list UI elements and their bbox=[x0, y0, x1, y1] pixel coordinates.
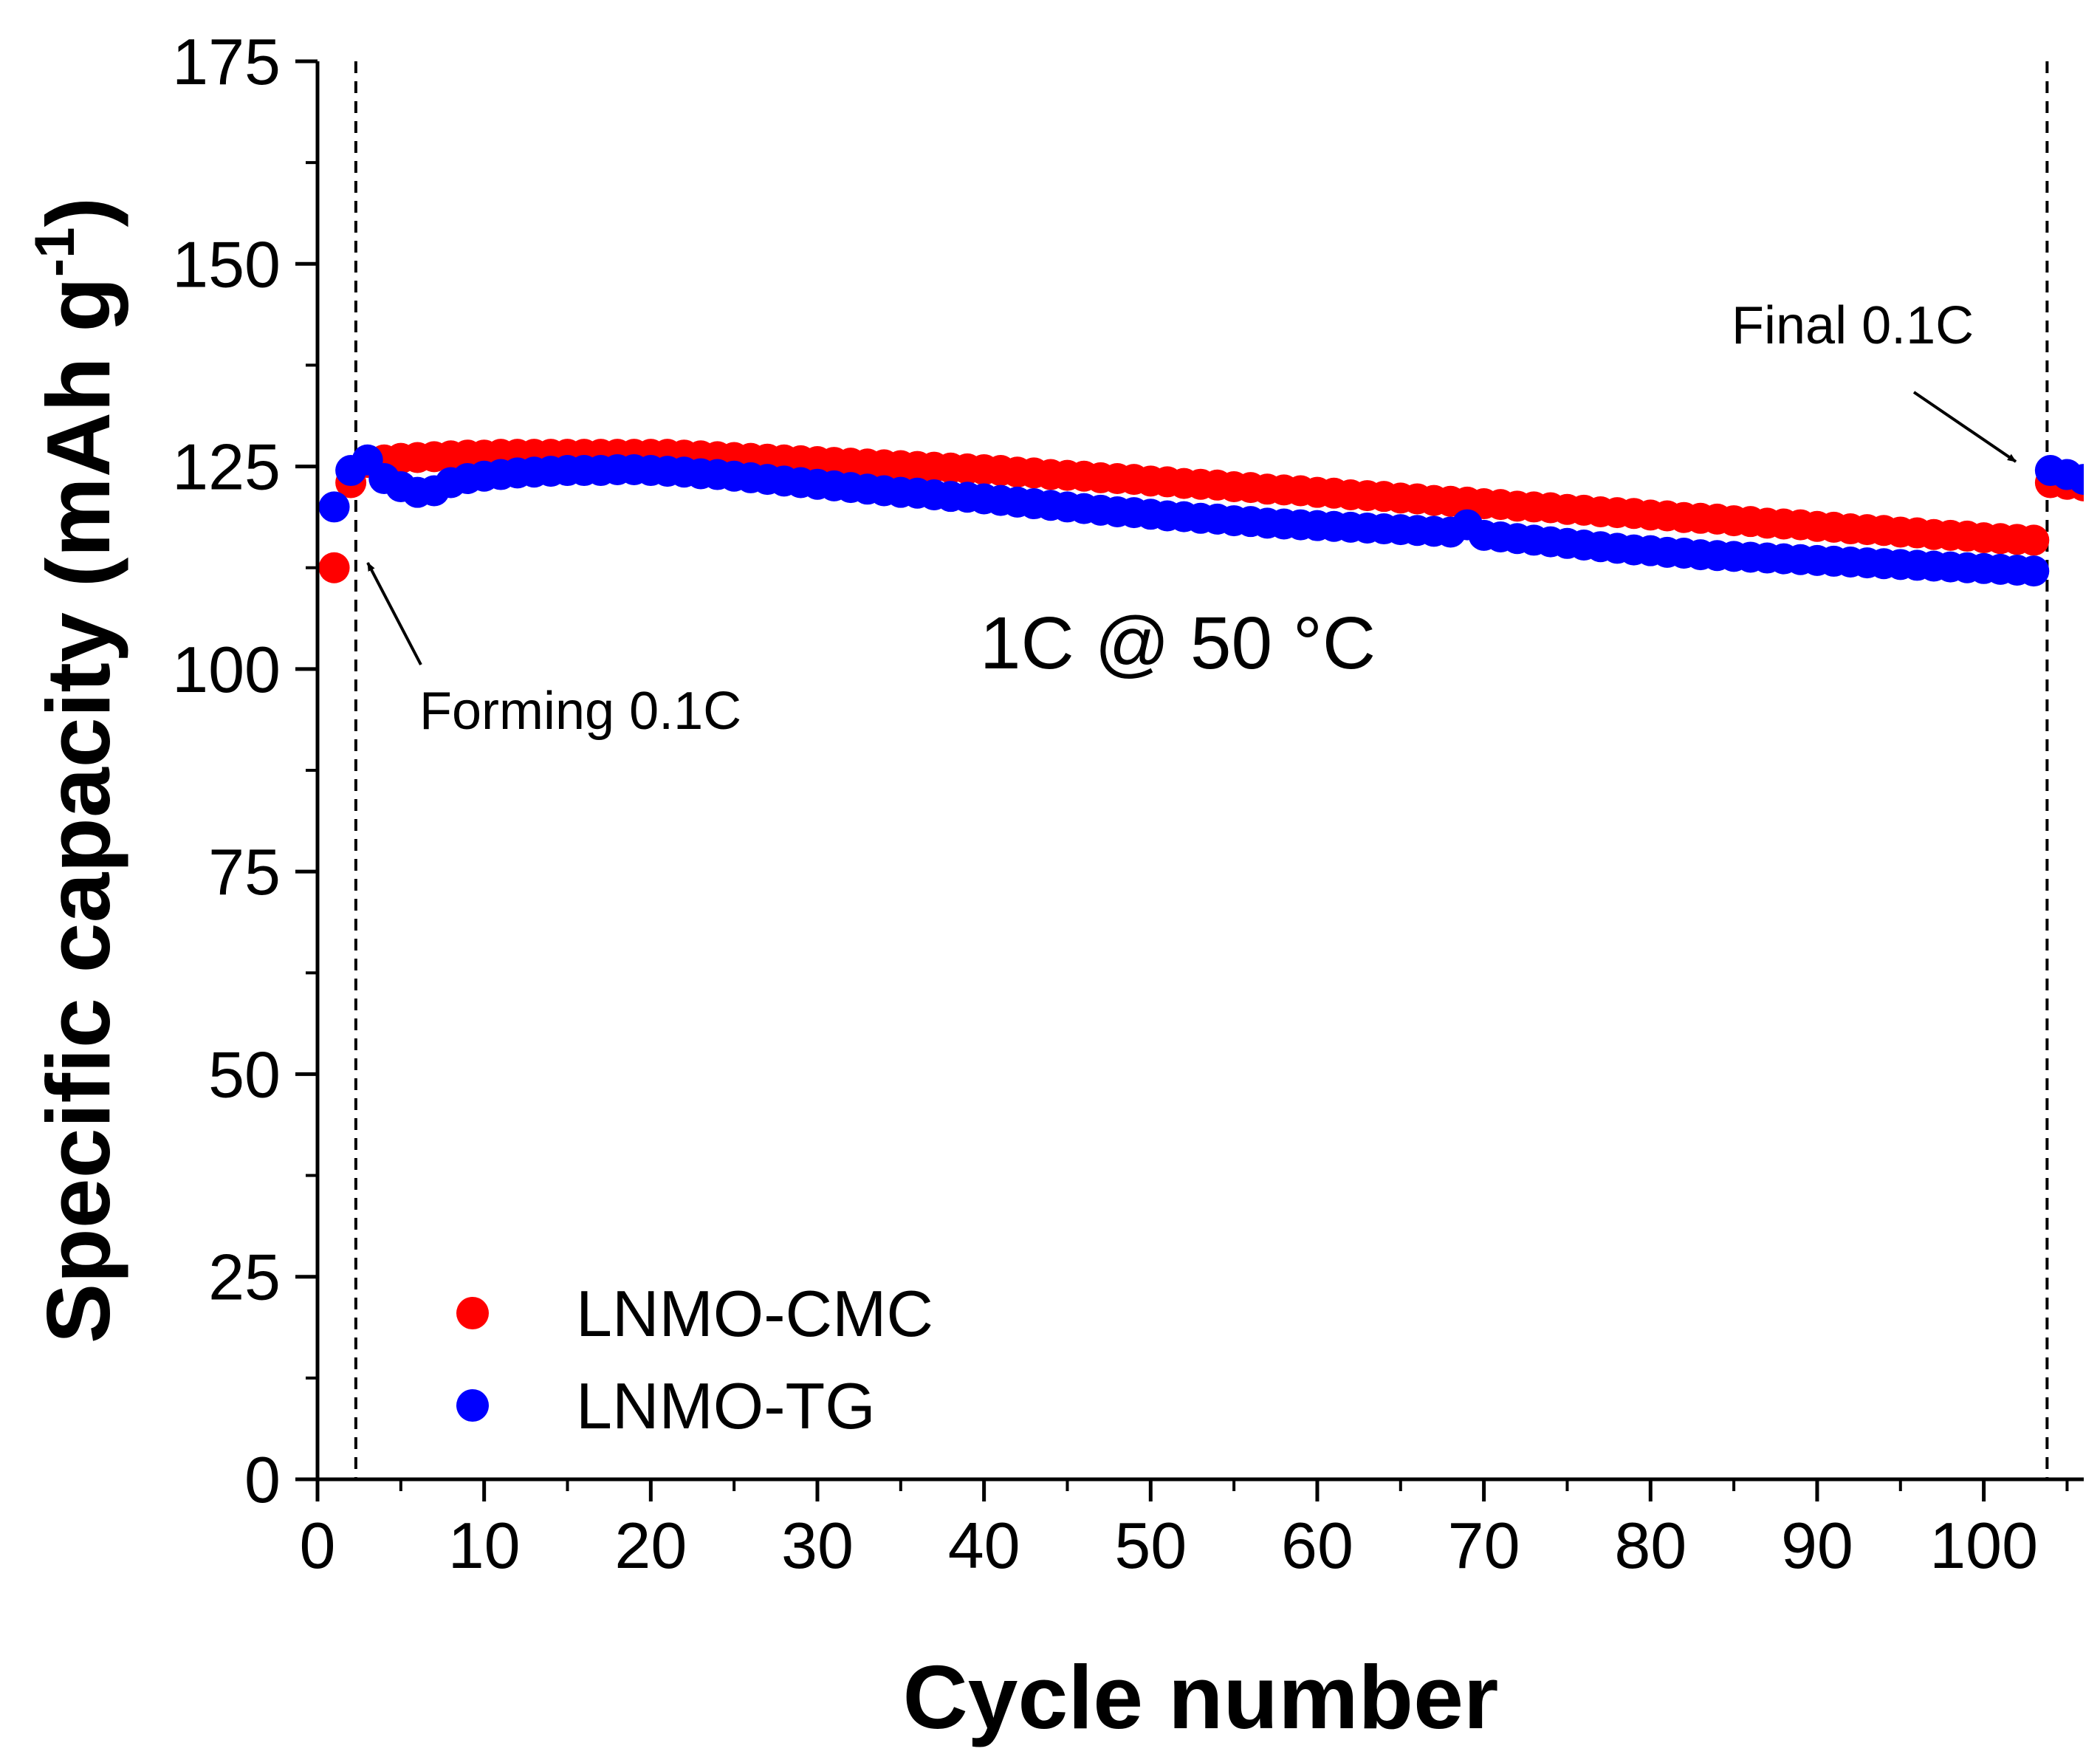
forming-annotation: Forming 0.1C bbox=[419, 682, 741, 741]
legend: LNMO-CMC LNMO-TG bbox=[456, 1277, 933, 1442]
x-tick-label: 90 bbox=[1781, 1509, 1853, 1582]
y-tick-label: 25 bbox=[208, 1241, 281, 1314]
y-axis-title: Specific capacity (mAh g-1) bbox=[24, 197, 128, 1343]
y-tick-label: 125 bbox=[172, 431, 281, 504]
y-tick-label: 100 bbox=[172, 633, 281, 706]
final-arrow bbox=[1912, 391, 2017, 463]
legend-marker-tg bbox=[456, 1389, 489, 1422]
y-tick-label: 75 bbox=[208, 835, 281, 908]
y-axis-ticks: 0 25 50 75 100 125 150 175 bbox=[172, 25, 318, 1516]
x-tick-label: 100 bbox=[1929, 1509, 2038, 1582]
tg-data-point bbox=[318, 491, 350, 523]
y-axis-title-superscript: -1 bbox=[24, 227, 86, 277]
y-axis-title-main: Specific capacity (mAh g bbox=[28, 277, 128, 1343]
tg-data-point bbox=[2018, 555, 2050, 587]
phase-boundary-lines bbox=[354, 61, 2049, 1479]
x-tick-label: 20 bbox=[614, 1509, 687, 1582]
x-tick-label: 50 bbox=[1114, 1509, 1187, 1582]
x-axis-title: Cycle number bbox=[903, 1647, 1499, 1747]
x-axis-ticks: 0 10 20 30 40 50 60 70 80 90 100 bbox=[300, 1479, 2069, 1582]
cmc-data-point bbox=[2018, 524, 2050, 556]
x-tick-label: 80 bbox=[1614, 1509, 1686, 1582]
y-tick-label: 0 bbox=[244, 1443, 281, 1516]
legend-label-cmc: LNMO-CMC bbox=[576, 1277, 933, 1350]
x-tick-label: 70 bbox=[1448, 1509, 1520, 1582]
x-tick-label: 0 bbox=[300, 1509, 336, 1582]
y-tick-label: 150 bbox=[172, 227, 281, 301]
y-axis-title-close: ) bbox=[28, 197, 128, 227]
x-tick-label: 40 bbox=[948, 1509, 1020, 1582]
data-points bbox=[318, 439, 2084, 587]
y-tick-label: 50 bbox=[208, 1038, 281, 1111]
legend-label-tg: LNMO-TG bbox=[576, 1369, 876, 1442]
cmc-data-point bbox=[318, 552, 350, 583]
forming-arrow bbox=[366, 562, 422, 665]
final-annotation: Final 0.1C bbox=[1732, 296, 1974, 355]
x-tick-label: 60 bbox=[1281, 1509, 1353, 1582]
x-tick-label: 30 bbox=[781, 1509, 854, 1582]
x-tick-label: 10 bbox=[448, 1509, 521, 1582]
condition-annotation: 1C @ 50 °C bbox=[980, 602, 1376, 685]
tg-data-point bbox=[2068, 464, 2084, 496]
legend-marker-cmc bbox=[456, 1297, 489, 1329]
y-tick-label: 175 bbox=[172, 25, 281, 98]
